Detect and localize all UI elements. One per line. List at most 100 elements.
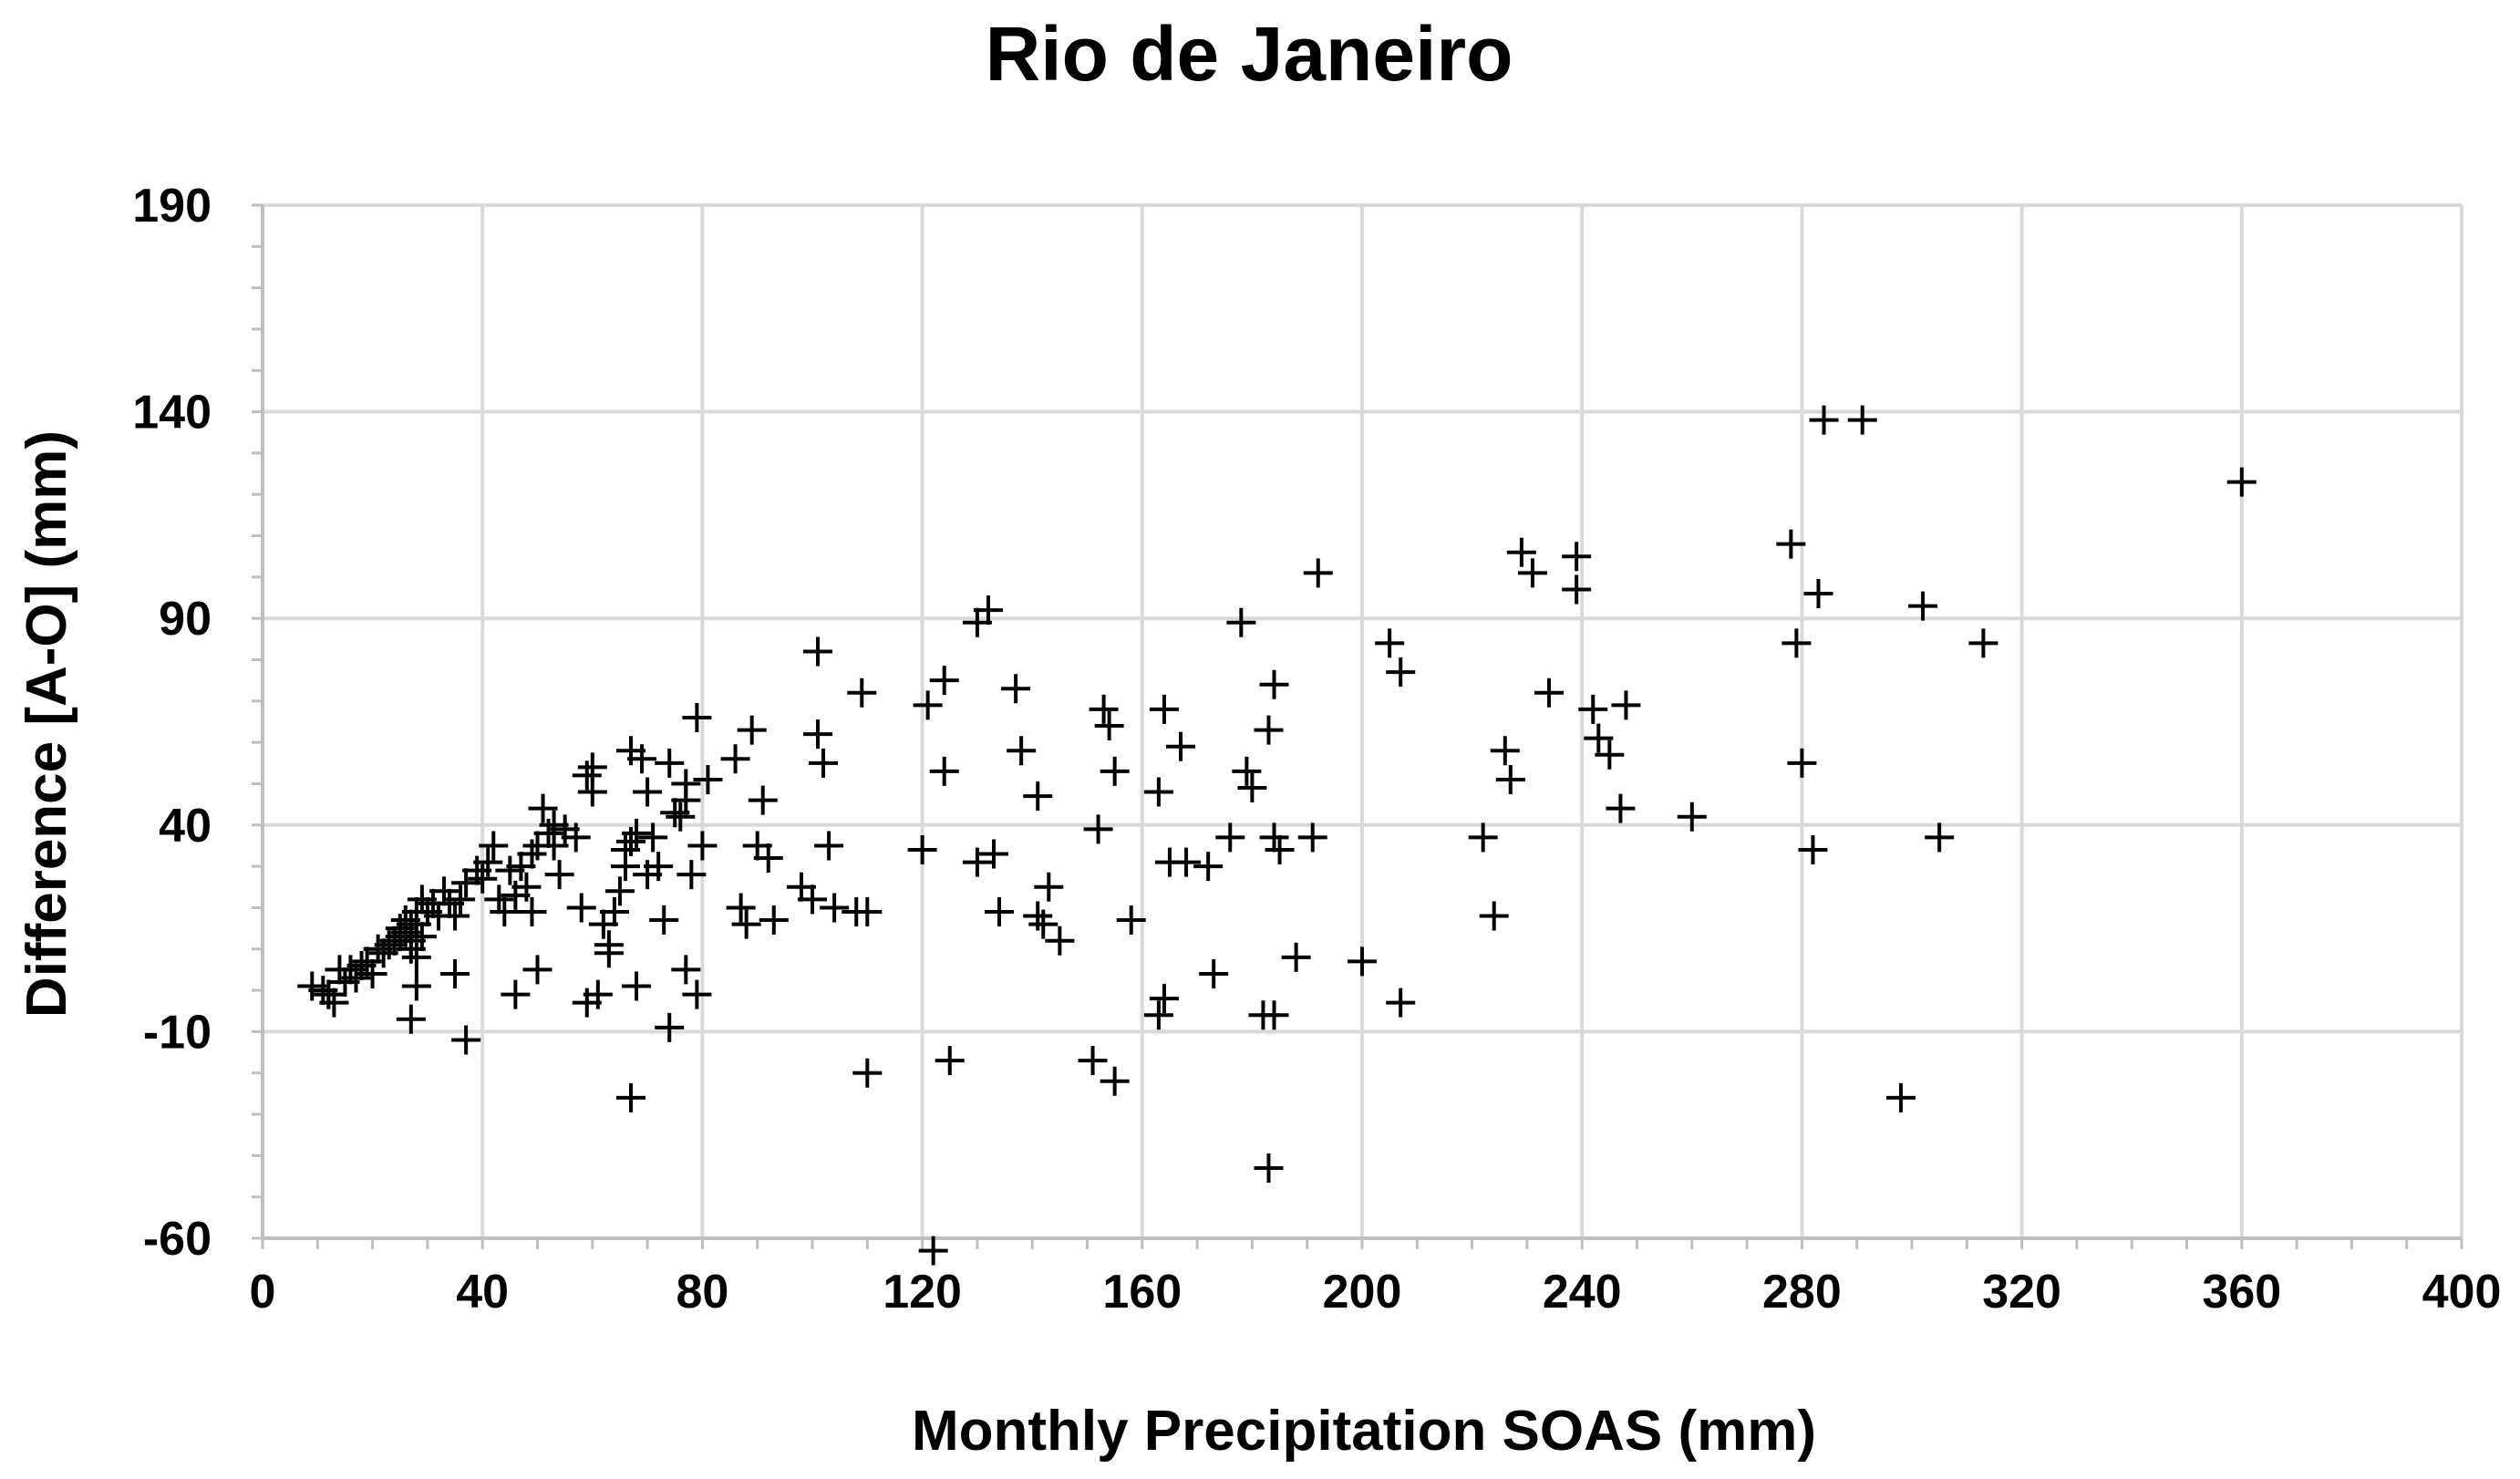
data-point: [720, 744, 750, 774]
data-point: [1595, 740, 1625, 770]
data-point: [1023, 781, 1053, 812]
data-point: [616, 1082, 646, 1112]
x-tick-label: 280: [1762, 1266, 1842, 1319]
data-point: [1007, 736, 1037, 766]
data-point: [929, 756, 959, 786]
data-point: [671, 785, 701, 815]
data-point: [1562, 574, 1592, 605]
data-point: [852, 896, 883, 926]
data-point: [1517, 558, 1547, 588]
data-point: [451, 1025, 481, 1055]
data-point: [1199, 958, 1229, 988]
y-axis-title: Difference [A-O] (mm): [15, 430, 78, 1018]
x-tick-label: 40: [456, 1266, 509, 1319]
data-point: [2226, 467, 2257, 497]
data-point: [655, 1012, 685, 1042]
data-point: [820, 893, 850, 923]
data-point: [978, 839, 1008, 869]
data-point: [852, 1058, 883, 1088]
data-point: [1226, 607, 1256, 637]
x-tick-label: 240: [1543, 1266, 1622, 1319]
data-point: [1001, 674, 1031, 704]
data-point: [1611, 690, 1641, 720]
data-point: [847, 677, 877, 708]
data-point: [1584, 723, 1614, 753]
data-point: [1100, 1066, 1130, 1096]
data-point: [429, 876, 459, 906]
data-point: [1847, 405, 1877, 435]
data-point: [594, 930, 624, 960]
data-point: [1495, 764, 1525, 794]
data-point: [544, 860, 574, 890]
data-point: [809, 748, 839, 778]
data-point: [501, 979, 531, 1009]
data-point: [1100, 756, 1130, 786]
data-point: [1787, 748, 1817, 778]
data-point: [627, 744, 657, 774]
data-point: [561, 822, 591, 853]
data-point: [1303, 558, 1333, 588]
data-point: [566, 893, 596, 923]
data-points: [297, 405, 2257, 1266]
data-point: [1045, 926, 1075, 956]
y-tick-label: 90: [159, 593, 212, 646]
data-point: [655, 748, 685, 778]
data-point: [731, 909, 761, 939]
data-point: [490, 896, 520, 926]
data-point: [484, 884, 514, 915]
x-tick-label: 0: [250, 1266, 276, 1319]
data-point: [1034, 872, 1064, 902]
data-point: [759, 905, 789, 936]
data-point: [1089, 694, 1119, 724]
data-point: [649, 905, 679, 936]
x-tick-label: 320: [1982, 1266, 2061, 1319]
data-point: [671, 955, 701, 985]
x-tick-label: 400: [2422, 1266, 2502, 1319]
data-point: [622, 818, 652, 848]
data-point: [1116, 905, 1146, 936]
chart-title: Rio de Janeiro: [986, 11, 1513, 97]
data-point: [929, 666, 959, 696]
data-point: [522, 955, 553, 985]
data-point: [479, 831, 509, 861]
data-point: [666, 802, 696, 832]
data-point: [638, 822, 668, 853]
data-point: [599, 896, 629, 926]
tick-labels: 0 40 80 120 160 200 240 280 320 360 400 -60 -10 40 90 1…: [132, 180, 2501, 1319]
data-point: [1479, 901, 1509, 931]
data-point: [401, 971, 431, 1001]
data-point: [528, 793, 558, 823]
data-point: [1606, 793, 1636, 823]
y-tick-label: 140: [132, 387, 212, 440]
data-point: [1143, 777, 1173, 807]
data-point: [610, 852, 640, 882]
data-point: [1386, 657, 1416, 688]
data-point: [1094, 711, 1124, 741]
data-point: [1193, 852, 1224, 882]
data-point: [1386, 988, 1416, 1018]
data-point: [935, 1046, 965, 1076]
data-point: [1809, 405, 1839, 435]
data-point: [1468, 822, 1498, 853]
data-point: [798, 884, 827, 915]
data-point: [1265, 834, 1295, 864]
x-tick-label: 120: [883, 1266, 962, 1319]
data-point: [693, 764, 723, 794]
data-point: [1297, 822, 1327, 853]
data-point: [1798, 834, 1828, 864]
data-point: [1534, 677, 1565, 708]
data-point: [440, 901, 470, 931]
data-point: [1078, 1046, 1108, 1076]
data-point: [1149, 694, 1179, 724]
x-tick-label: 80: [676, 1266, 728, 1319]
data-point: [726, 893, 756, 923]
data-point: [1259, 822, 1289, 853]
data-point: [737, 715, 767, 745]
data-point: [1215, 822, 1245, 853]
data-point: [577, 777, 607, 807]
data-point: [473, 847, 503, 877]
data-point: [753, 843, 783, 874]
data-point: [1028, 909, 1059, 939]
data-point: [1172, 847, 1202, 877]
